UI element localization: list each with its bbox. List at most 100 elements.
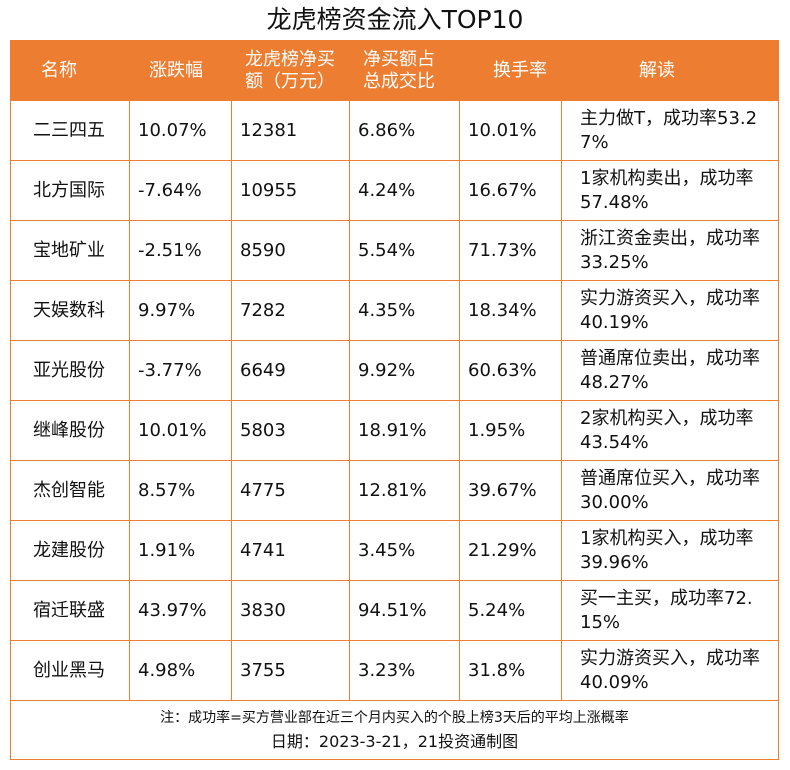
- cell-turnover: 60.63%: [459, 341, 561, 401]
- header-change: 涨跌幅: [129, 41, 231, 101]
- cell-turnover: 18.34%: [459, 281, 561, 341]
- date-line: 日期：2023-3-21，21投资通制图: [270, 732, 519, 751]
- cell-turnover: 31.8%: [459, 641, 561, 701]
- cell-net-buy: 3830: [231, 581, 349, 641]
- cell-net-buy-ratio: 94.51%: [349, 581, 459, 641]
- cell-change: -2.51%: [129, 221, 231, 281]
- cell-net-buy-text: 3830: [240, 600, 286, 621]
- table-row: 二三四五 10.07% 12381 6.86% 10.01% 主力做T，成功率53.27%: [11, 101, 778, 161]
- cell-comment: 1家机构买入，成功率39.96%: [561, 521, 778, 581]
- header-turnover-line: 换手率: [493, 60, 547, 81]
- cell-comment: 浙江资金卖出，成功率33.25%: [561, 221, 778, 281]
- cell-change-text: 43.97%: [138, 600, 207, 621]
- cell-net-buy-text: 8590: [240, 240, 286, 261]
- row-divider: [11, 400, 778, 401]
- header-name: 名称: [11, 41, 129, 101]
- table-row: 继峰股份 10.01% 5803 18.91% 1.95% 2家机构买入，成功率43.54…: [11, 401, 778, 461]
- cell-net-buy-ratio-text: 3.23%: [358, 660, 416, 681]
- row-divider: [11, 580, 778, 581]
- cell-net-buy-ratio-text: 4.35%: [358, 300, 416, 321]
- row-divider: [11, 280, 778, 281]
- cell-comment: 主力做T，成功率53.27%: [561, 101, 778, 161]
- table-header: 名称 涨跌幅 龙虎榜净买 额（万元） 净买额占 总成交比 换手率 解读: [11, 41, 778, 101]
- cell-net-buy-ratio: 5.54%: [349, 221, 459, 281]
- cell-turnover-text: 5.24%: [468, 600, 526, 621]
- cell-change-text: 9.97%: [138, 300, 196, 321]
- header-net-buy-line: 龙虎榜净买: [245, 49, 335, 70]
- row-divider: [11, 220, 778, 221]
- cell-turnover-text: 18.34%: [468, 300, 537, 321]
- cell-change: 1.91%: [129, 521, 231, 581]
- data-table: 名称 涨跌幅 龙虎榜净买 额（万元） 净买额占 总成交比 换手率 解读 二三四五 10.07% 1…: [10, 40, 779, 760]
- row-divider: [11, 700, 778, 701]
- table-row: 亚光股份 -3.77% 6649 9.92% 60.63% 普通席位卖出，成功率48.27…: [11, 341, 778, 401]
- cell-comment: 1家机构卖出，成功率57.48%: [561, 161, 778, 221]
- cell-comment-text: 主力做T，成功率53.27%: [580, 108, 758, 153]
- cell-name-text: 杰创智能: [33, 480, 105, 501]
- header-net-buy-line: 额（万元）: [245, 71, 335, 92]
- cell-net-buy-text: 5803: [240, 420, 286, 441]
- cell-comment-text: 普通席位买入，成功率30.00%: [580, 468, 760, 513]
- cell-comment: 实力游资买入，成功率40.09%: [561, 641, 778, 701]
- chart-title: 龙虎榜资金流入TOP10: [266, 5, 524, 34]
- header-comment: 解读: [561, 41, 778, 101]
- cell-change: 10.01%: [129, 401, 231, 461]
- cell-net-buy: 4775: [231, 461, 349, 521]
- cell-name: 亚光股份: [11, 341, 129, 401]
- header-net-buy-ratio: 净买额占 总成交比: [349, 41, 459, 101]
- header-net-buy-ratio-line: 总成交比: [363, 71, 435, 92]
- cell-turnover-text: 16.67%: [468, 180, 537, 201]
- cell-net-buy-ratio-text: 5.54%: [358, 240, 416, 261]
- cell-name: 天娱数科: [11, 281, 129, 341]
- header-name-line: 名称: [41, 60, 77, 81]
- cell-name-text: 北方国际: [33, 180, 105, 201]
- cell-net-buy-text: 12381: [240, 120, 298, 141]
- cell-change-text: 1.91%: [138, 540, 196, 561]
- cell-net-buy: 8590: [231, 221, 349, 281]
- cell-change-text: -7.64%: [138, 180, 202, 201]
- cell-name-text: 宿迁联盛: [33, 600, 105, 621]
- cell-net-buy-ratio: 4.24%: [349, 161, 459, 221]
- cell-name: 创业黑马: [11, 641, 129, 701]
- cell-name: 继峰股份: [11, 401, 129, 461]
- cell-comment-text: 浙江资金卖出，成功率33.25%: [580, 228, 760, 273]
- cell-comment-text: 普通席位卖出，成功率48.27%: [580, 348, 760, 393]
- cell-change: 4.98%: [129, 641, 231, 701]
- cell-net-buy-ratio-text: 94.51%: [358, 600, 427, 621]
- footnote: 注：成功率=买方营业部在近三个月内买入的个股上榜3天后的平均上涨概率: [160, 710, 629, 726]
- table-row: 杰创智能 8.57% 4775 12.81% 39.67% 普通席位买入，成功率30.00…: [11, 461, 778, 521]
- cell-net-buy-ratio-text: 3.45%: [358, 540, 416, 561]
- cell-comment-text: 实力游资买入，成功率40.19%: [580, 288, 760, 333]
- header-comment-line: 解读: [639, 60, 675, 81]
- table-row: 北方国际 -7.64% 10955 4.24% 16.67% 1家机构卖出，成功率57.4…: [11, 161, 778, 221]
- cell-change-text: 10.01%: [138, 420, 207, 441]
- cell-net-buy-ratio: 3.23%: [349, 641, 459, 701]
- cell-net-buy-ratio-text: 4.24%: [358, 180, 416, 201]
- cell-net-buy: 3755: [231, 641, 349, 701]
- cell-net-buy-ratio: 6.86%: [349, 101, 459, 161]
- table-row: 创业黑马 4.98% 3755 3.23% 31.8% 实力游资买入，成功率40.09%: [11, 641, 778, 701]
- row-divider: [11, 160, 778, 161]
- cell-turnover-text: 60.63%: [468, 360, 537, 381]
- cell-turnover: 71.73%: [459, 221, 561, 281]
- cell-net-buy-ratio: 18.91%: [349, 401, 459, 461]
- table-row: 宝地矿业 -2.51% 8590 5.54% 71.73% 浙江资金卖出，成功率33.25…: [11, 221, 778, 281]
- cell-change: 8.57%: [129, 461, 231, 521]
- cell-net-buy: 7282: [231, 281, 349, 341]
- cell-net-buy: 12381: [231, 101, 349, 161]
- cell-turnover-text: 21.29%: [468, 540, 537, 561]
- header-net-buy: 龙虎榜净买 额（万元）: [231, 41, 349, 101]
- cell-change-text: -3.77%: [138, 360, 202, 381]
- cell-net-buy-text: 4741: [240, 540, 286, 561]
- header-change-line: 涨跌幅: [149, 60, 203, 81]
- cell-turnover-text: 71.73%: [468, 240, 537, 261]
- cell-turnover: 10.01%: [459, 101, 561, 161]
- header-turnover: 换手率: [459, 41, 561, 101]
- cell-name: 龙建股份: [11, 521, 129, 581]
- header-net-buy-ratio-line: 净买额占: [363, 49, 435, 70]
- cell-net-buy: 6649: [231, 341, 349, 401]
- cell-net-buy-ratio-text: 9.92%: [358, 360, 416, 381]
- row-divider: [11, 640, 778, 641]
- row-divider: [11, 460, 778, 461]
- cell-turnover: 21.29%: [459, 521, 561, 581]
